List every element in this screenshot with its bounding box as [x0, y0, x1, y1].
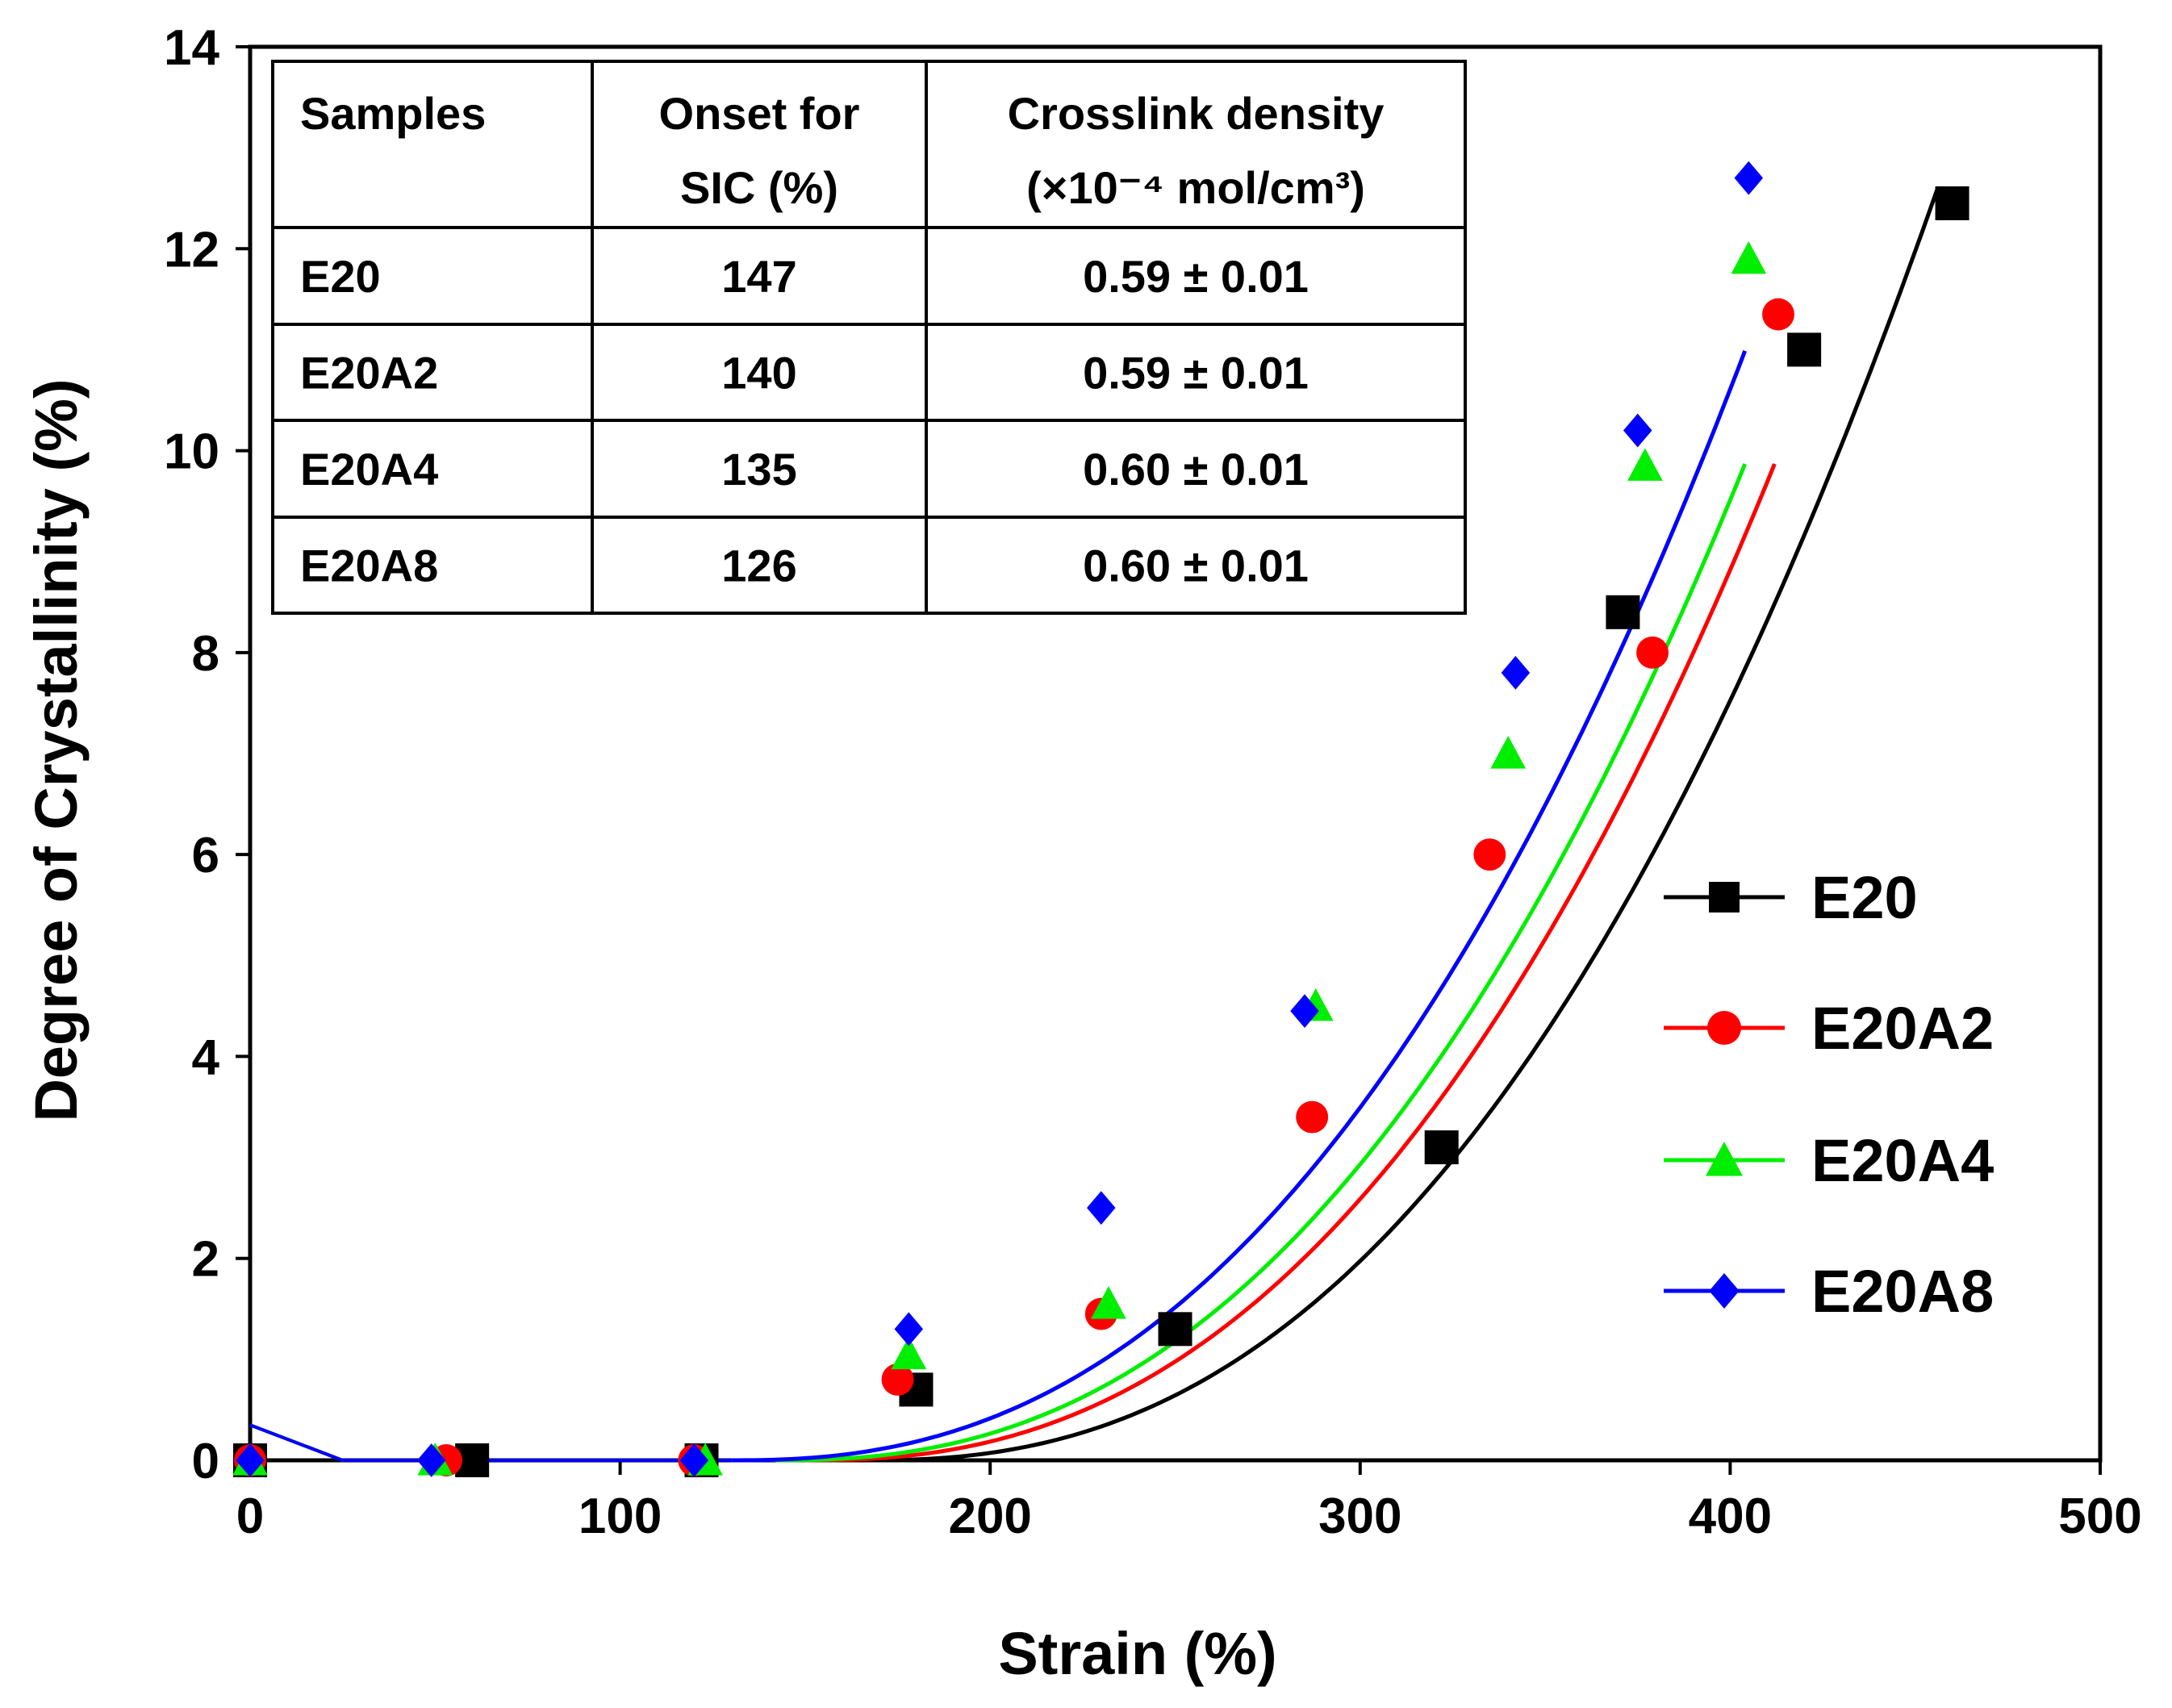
table-header-cell: SIC (%) — [680, 162, 838, 213]
table-cell-onset: 140 — [721, 348, 796, 399]
data-point-e20 — [1424, 1130, 1459, 1165]
y-tick-label: 4 — [192, 1029, 220, 1085]
y-tick-label: 6 — [192, 828, 219, 883]
legend-label-e20a8: E20A8 — [1811, 1258, 1994, 1325]
table-header-cell: Onset for — [659, 88, 860, 139]
y-tick-label: 0 — [192, 1434, 219, 1489]
plot-frame — [248, 44, 2103, 1463]
data-point-e20a8 — [894, 1312, 924, 1347]
table-header-cell: (×10⁻⁴ mol/cm³) — [1026, 162, 1365, 213]
fit-curve-e20a2 — [804, 463, 1777, 1463]
table-border — [271, 60, 1467, 615]
legend: E20 E20A2 E20A4 E20A8 — [1664, 864, 1994, 1325]
legend-label-e20a4: E20A4 — [1811, 1127, 1994, 1194]
table-header-cell: Crosslink density — [1008, 88, 1385, 139]
legend-label-e20: E20 — [1811, 864, 1918, 931]
data-point-e20a2 — [1636, 636, 1669, 669]
data-point-e20a2 — [1473, 838, 1506, 871]
fit-curve-e20a8 — [731, 350, 1748, 1463]
data-point-e20a8 — [1501, 655, 1531, 690]
table-cell-onset: 126 — [721, 541, 796, 591]
table-cell-sample: E20 — [300, 251, 381, 302]
data-point-e20a8 — [1623, 413, 1652, 448]
x-tick-label: 0 — [236, 1489, 264, 1544]
table-cell-density: 0.59 ± 0.01 — [1083, 348, 1309, 399]
y-axis-title: Degree of Crystallinity (%) — [23, 378, 90, 1121]
data-point-e20a2 — [881, 1363, 914, 1396]
x-tick-label: 100 — [579, 1489, 662, 1544]
data-point-e20a4 — [891, 1336, 927, 1370]
data-point-e20a4 — [1091, 1286, 1126, 1319]
data-point-e20 — [1606, 595, 1640, 629]
data-point-e20a2 — [1762, 298, 1794, 331]
fit-curve-e20a4 — [775, 463, 1748, 1463]
legend-marker-e20a8 — [1709, 1273, 1740, 1309]
data-points-layer — [232, 161, 1969, 1477]
data-point-e20a8 — [679, 1443, 709, 1477]
legend-marker-e20 — [1709, 882, 1740, 912]
x-axis-title: Strain (%) — [998, 1620, 1276, 1687]
y-tick-label: 12 — [164, 222, 219, 278]
table-header-cell: Samples — [300, 88, 486, 139]
data-point-e20a4 — [1731, 240, 1767, 274]
data-point-e20a8 — [1734, 161, 1764, 195]
data-point-e20a4 — [1627, 448, 1663, 481]
legend-marker-e20a4 — [1706, 1142, 1743, 1176]
y-tick-label: 2 — [192, 1232, 219, 1288]
data-point-e20 — [1787, 332, 1822, 367]
baseline-start-e20a8 — [249, 1423, 344, 1462]
x-tick-label: 200 — [948, 1489, 1031, 1544]
table-cell-sample: E20A2 — [300, 348, 438, 399]
fit-curves-layer — [249, 188, 1940, 1463]
table-cell-density: 0.60 ± 0.01 — [1083, 444, 1309, 495]
data-point-e20 — [1935, 186, 1969, 220]
table-cell-sample: E20A4 — [300, 444, 438, 495]
data-point-e20a8 — [236, 1443, 265, 1477]
x-tick-label: 300 — [1318, 1489, 1401, 1544]
y-tick-label: 10 — [164, 424, 219, 480]
data-point-e20a8 — [1087, 1191, 1116, 1226]
data-point-e20 — [1158, 1312, 1193, 1347]
x-tick-label: 500 — [2058, 1489, 2141, 1544]
y-tick-label: 14 — [164, 20, 219, 76]
data-point-e20a2 — [1296, 1100, 1329, 1134]
inset-table: Samples Onset for SIC (%) Crosslink density… — [271, 60, 1467, 615]
legend-marker-e20a2 — [1707, 1011, 1741, 1045]
data-point-e20a4 — [1490, 736, 1527, 769]
legend-label-e20a2: E20A2 — [1811, 995, 1994, 1062]
table-cell-onset: 135 — [721, 444, 796, 495]
axes-layer: 0 100 200 300 400 500 0 2 4 6 8 10 12 14 — [164, 20, 2142, 1544]
table-cell-onset: 147 — [721, 251, 796, 302]
table-cell-sample: E20A8 — [300, 541, 438, 591]
table-cell-density: 0.59 ± 0.01 — [1083, 251, 1309, 302]
table-cell-density: 0.60 ± 0.01 — [1083, 541, 1309, 591]
fit-curve-e20 — [864, 188, 1940, 1463]
x-tick-label: 400 — [1689, 1489, 1772, 1544]
y-tick-label: 8 — [192, 626, 219, 682]
data-point-e20a8 — [1290, 994, 1319, 1029]
data-point-e20a8 — [416, 1443, 446, 1477]
